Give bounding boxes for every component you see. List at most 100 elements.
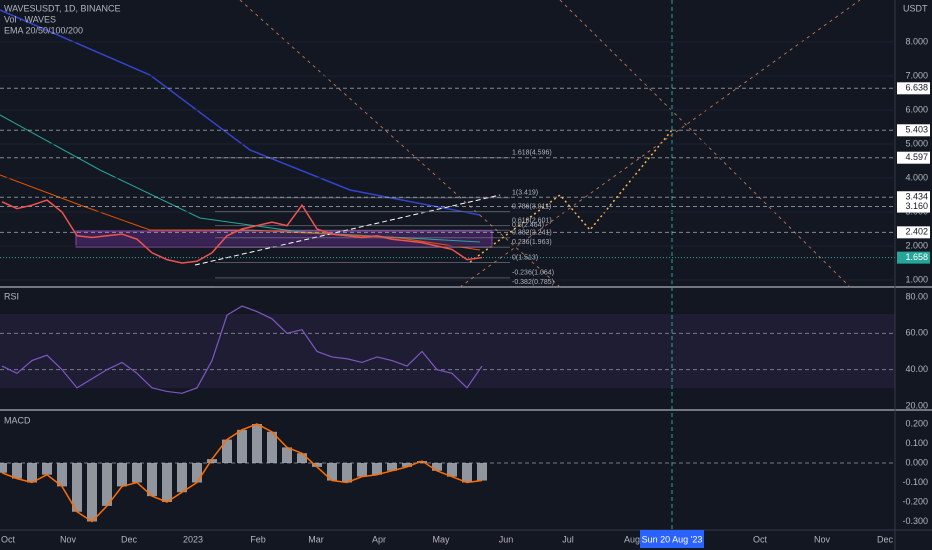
rsi-line <box>1 305 483 394</box>
last-price-badge <box>897 251 930 264</box>
price-marker-label: 4.597 <box>905 152 928 162</box>
macd-bar <box>87 463 97 522</box>
price-marker-label: 6.638 <box>905 83 928 93</box>
fib-label: 0.5(2.464) <box>512 222 544 229</box>
rsi-tick-label: 60.00 <box>905 328 928 338</box>
macd-bar <box>237 429 247 463</box>
time-label: Jul <box>562 534 574 544</box>
macd-tick-label: -0.200 <box>902 496 928 506</box>
time-label: Nov <box>814 534 831 544</box>
price-badge <box>897 226 930 239</box>
macd-tick-label: 0.000 <box>905 457 928 467</box>
time-label: 2023 <box>183 534 203 544</box>
rsi-tick-label: 40.00 <box>905 364 928 374</box>
macd-bar <box>372 463 382 475</box>
time-label: Dec <box>121 534 138 544</box>
fib-label: 0(1.513) <box>512 254 538 261</box>
macd-bar <box>57 463 67 487</box>
time-label: Dec <box>877 534 894 544</box>
cursor-date: Sun 20 Aug '23 <box>642 534 703 544</box>
time-label: Oct <box>1 534 16 544</box>
time-label: Mar <box>308 534 324 544</box>
price-tick-label: 8.000 <box>905 36 928 46</box>
fib-label: 0.618(2.601) <box>512 217 552 224</box>
macd-bar <box>207 459 217 463</box>
macd-bar <box>252 424 262 463</box>
macd-bar <box>102 463 112 506</box>
macd-bar <box>177 463 187 493</box>
ema-label: EMA 20/50/100/200 <box>4 25 83 35</box>
price-tick-label: 7.000 <box>905 70 928 80</box>
rsi-tick-label: 20.00 <box>905 400 928 410</box>
volume-label: Vol · WAVES <box>4 14 56 24</box>
macd-bar <box>0 463 7 473</box>
time-label: May <box>432 534 450 544</box>
macd-bar <box>417 461 427 463</box>
macd-bar <box>357 463 367 477</box>
price-tick-label: 5.000 <box>905 138 928 148</box>
price-line <box>1 199 483 264</box>
price-marker-label: 2.402 <box>905 227 928 237</box>
last-price-label: 1.658 <box>905 252 928 262</box>
macd-bar <box>462 463 472 483</box>
rsi-band <box>0 314 895 388</box>
price-tick-label: 6.000 <box>905 104 928 114</box>
macd-bar <box>432 463 442 471</box>
rsi-tick-label: 80.00 <box>905 291 928 301</box>
macd-bar <box>162 463 172 502</box>
macd-bar <box>222 439 232 463</box>
cursor-badge <box>640 530 704 548</box>
macd-tick-label: 0.200 <box>905 418 928 428</box>
price-tick-label: 1.000 <box>905 274 928 284</box>
macd-tick-label: -0.300 <box>902 516 928 526</box>
macd-bar <box>402 463 412 467</box>
price-badge <box>897 82 930 95</box>
price-tick-label: 2.000 <box>905 240 928 250</box>
price-marker-label: 3.434 <box>905 192 928 202</box>
macd-bar <box>312 463 322 467</box>
fib-label: 0.382(2.241) <box>512 230 552 237</box>
macd-tick-label: -0.100 <box>902 477 928 487</box>
price-badge <box>897 124 930 137</box>
macd-bar <box>282 447 292 463</box>
fib-label: -0.382(0.785) <box>512 279 554 286</box>
price-badge <box>897 191 930 204</box>
macd-bar <box>147 463 157 497</box>
macd-bar <box>27 463 37 483</box>
macd-line <box>1 423 483 523</box>
price-tick-label: 4.000 <box>905 172 928 182</box>
macd-bar <box>12 463 22 479</box>
rsi-title: RSI <box>4 291 19 301</box>
time-label: Jun <box>499 534 514 544</box>
ema-line <box>0 114 481 243</box>
macd-title: MACD <box>4 415 31 425</box>
macd-bar <box>42 463 52 475</box>
ema-line <box>0 174 481 251</box>
symbol: WAVESUSDT, 1D, BINANCE <box>4 3 121 13</box>
ema-line <box>0 9 481 216</box>
macd-bar <box>192 463 202 483</box>
fib-label: 0.786(3.011) <box>512 203 551 210</box>
price-marker-label: 5.403 <box>905 125 928 135</box>
macd-bar <box>342 463 352 483</box>
macd-bar <box>132 463 142 483</box>
macd-bar <box>297 453 307 463</box>
macd-bar <box>327 463 337 481</box>
macd-bar <box>267 431 277 463</box>
fib-label: 1(3.419) <box>512 190 538 197</box>
currency: USDT <box>903 3 928 13</box>
macd-bar <box>117 463 127 487</box>
macd-bar <box>447 463 457 477</box>
fib-label: 0.236(1.963) <box>512 239 552 246</box>
macd-bar <box>387 463 397 471</box>
time-label: Nov <box>60 534 77 544</box>
price-badge <box>897 151 930 164</box>
fib-label: -0.236(1.064) <box>512 270 554 277</box>
time-label: Aug <box>624 534 640 544</box>
macd-bar <box>72 463 82 512</box>
macd-bar <box>477 463 487 481</box>
price-badge <box>897 200 930 213</box>
